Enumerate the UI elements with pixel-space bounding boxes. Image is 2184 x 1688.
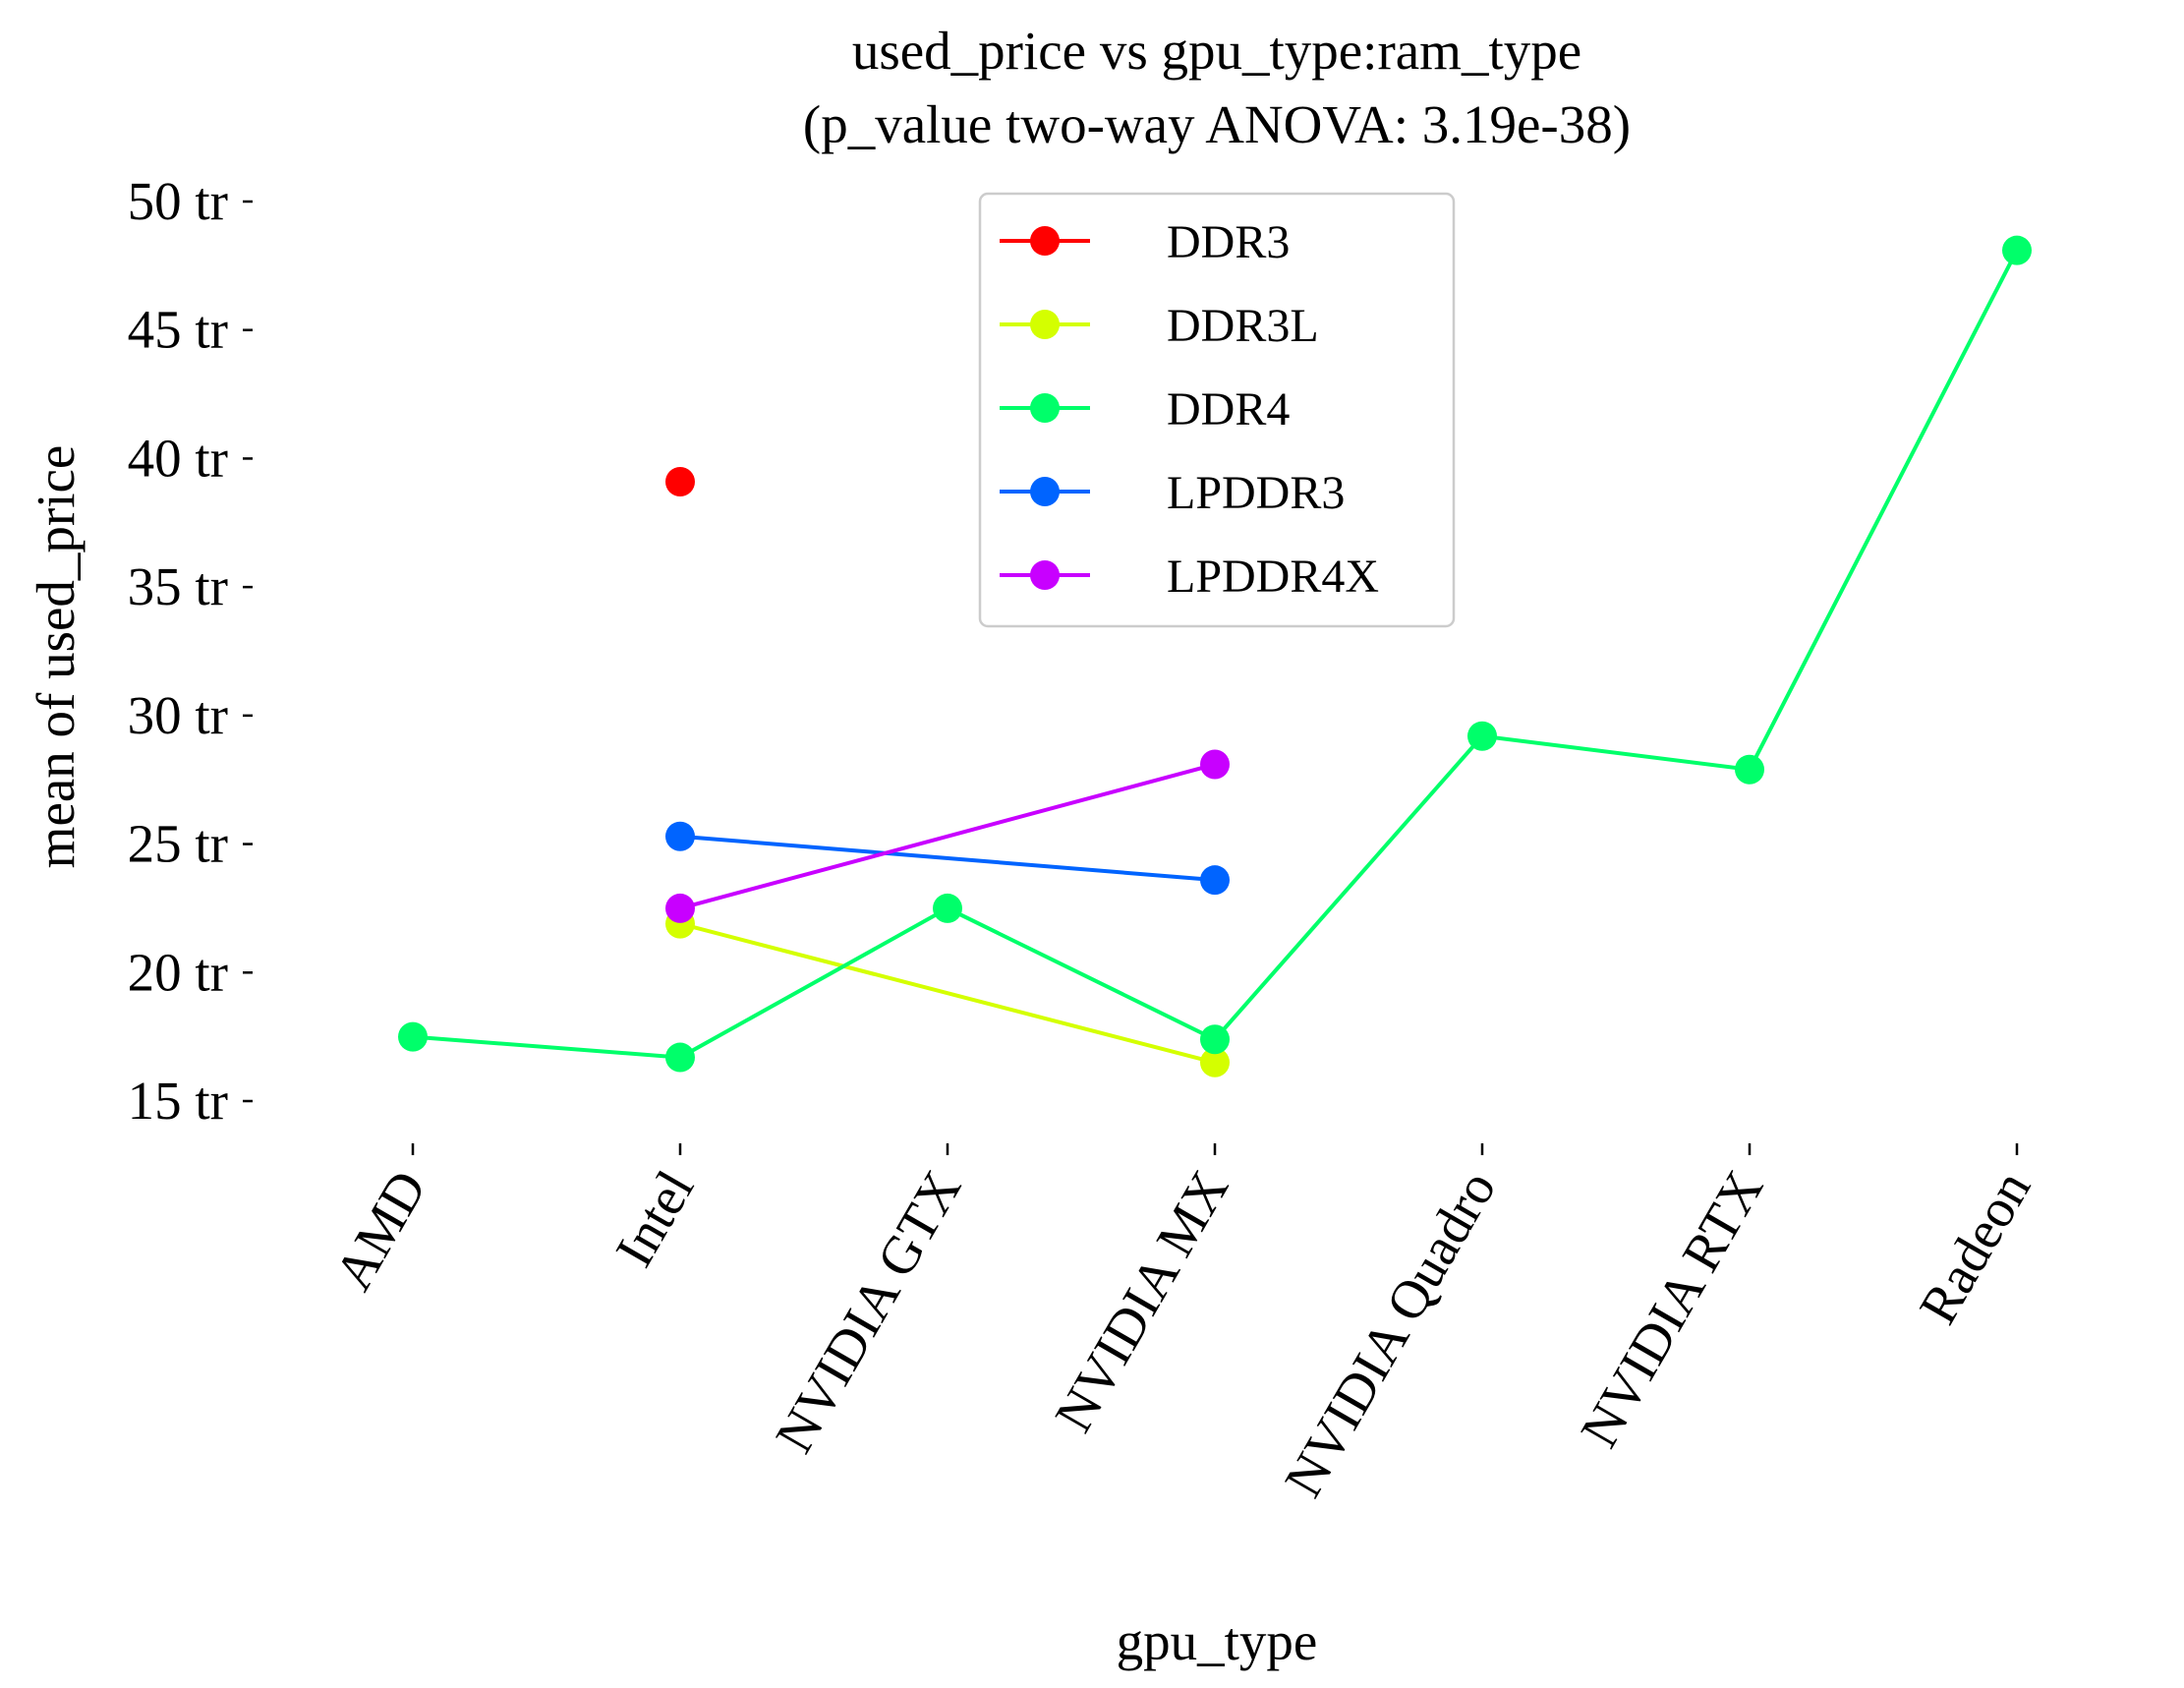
- legend-swatch-marker: [1030, 226, 1060, 256]
- x-tick-label: NVIDIA RTX: [1569, 1161, 1774, 1457]
- data-point-ddr4: [2002, 235, 2032, 265]
- data-point-lpddr4x: [1200, 749, 1230, 780]
- data-point-ddr4: [933, 893, 962, 923]
- legend-item-lpddr3: LPDDR3: [1000, 467, 1345, 519]
- data-point-lpddr3: [1200, 865, 1230, 896]
- y-axis-label: mean of used_price: [26, 445, 86, 869]
- series-ddr4: [398, 235, 2032, 1073]
- x-axis: AMD Intel NVIDIA GTX NVIDIA MX NVIDIA Quadro…: [322, 1143, 2041, 1506]
- legend-swatch-marker: [1030, 560, 1060, 590]
- y-axis: 15 tr 20 tr 25 tr 30 tr 35 tr 40 tr 45 tr 50 tr: [128, 171, 253, 1131]
- legend-swatch-marker: [1030, 477, 1060, 506]
- data-point-ddr3: [665, 466, 695, 496]
- x-axis-label: gpu_type: [1117, 1611, 1318, 1671]
- y-tick-label: 25 tr: [128, 814, 228, 874]
- data-point-ddr4: [1735, 754, 1764, 785]
- y-tick-label: 30 tr: [128, 685, 228, 745]
- legend-swatch-marker: [1030, 393, 1060, 423]
- x-tick-label: NVIDIA Quadro: [1273, 1161, 1507, 1507]
- x-tick-label: Intel: [603, 1161, 705, 1277]
- legend-swatch-marker: [1030, 310, 1060, 339]
- y-tick-label: 40 tr: [128, 428, 228, 488]
- x-tick-label: AMD: [322, 1161, 437, 1301]
- data-point-ddr4: [1467, 721, 1497, 751]
- y-tick-label: 50 tr: [128, 171, 228, 231]
- legend-item-ddr3: DDR3: [1000, 216, 1290, 268]
- y-tick-label: 20 tr: [128, 942, 228, 1002]
- legend-label: LPDDR3: [1167, 467, 1345, 519]
- legend: DDR3 DDR3L DDR4 LPDDR3 LPDDR4X: [978, 192, 1456, 628]
- chart-title: used_price vs gpu_type:ram_type: [852, 21, 1581, 81]
- data-point-lpddr4x: [665, 893, 695, 923]
- x-tick-label: NVIDIA GTX: [764, 1161, 972, 1463]
- chart-subtitle: (p_value two-way ANOVA: 3.19e-38): [803, 94, 1631, 154]
- data-point-ddr4: [665, 1042, 695, 1073]
- x-tick-label: Radeon: [1908, 1161, 2042, 1334]
- series-lpddr3: [665, 821, 1230, 896]
- series-ddr3l: [665, 908, 1230, 1077]
- legend-frame: [978, 192, 1456, 628]
- series-line-lpddr4x: [679, 762, 1216, 910]
- legend-item-lpddr4x: LPDDR4X: [1000, 551, 1379, 603]
- plot-area: [398, 235, 2032, 1077]
- series-ddr3: [665, 466, 695, 496]
- y-tick-label: 35 tr: [128, 556, 228, 616]
- data-point-lpddr3: [665, 821, 695, 851]
- legend-label: LPDDR4X: [1167, 551, 1379, 603]
- series-line-ddr3l: [679, 921, 1216, 1065]
- x-tick-label: NVIDIA MX: [1043, 1161, 1239, 1442]
- data-point-ddr4: [1200, 1024, 1230, 1055]
- legend-label: DDR4: [1167, 383, 1290, 436]
- series-line-lpddr3: [679, 834, 1216, 883]
- legend-item-ddr4: DDR4: [1000, 383, 1290, 436]
- data-point-ddr4: [398, 1021, 428, 1052]
- legend-label: DDR3: [1167, 216, 1290, 268]
- legend-label: DDR3L: [1167, 300, 1319, 352]
- legend-item-ddr3l: DDR3L: [1000, 300, 1319, 352]
- y-tick-label: 15 tr: [128, 1071, 228, 1131]
- series-lpddr4x: [665, 749, 1230, 923]
- y-tick-label: 45 tr: [128, 300, 228, 360]
- data-point-ddr3l: [1200, 1047, 1230, 1077]
